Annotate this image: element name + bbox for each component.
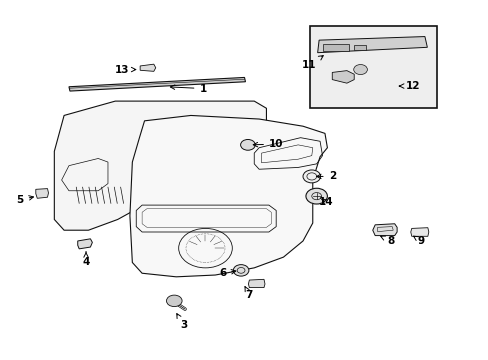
Polygon shape (69, 77, 245, 91)
Polygon shape (248, 279, 264, 288)
Polygon shape (54, 101, 266, 230)
Text: 6: 6 (219, 268, 235, 278)
FancyBboxPatch shape (310, 26, 436, 108)
Text: 4: 4 (82, 252, 89, 267)
Text: 12: 12 (399, 81, 419, 91)
Polygon shape (78, 239, 92, 249)
Text: 10: 10 (253, 139, 283, 149)
FancyBboxPatch shape (353, 45, 366, 50)
Text: 13: 13 (114, 64, 136, 75)
Text: 3: 3 (177, 314, 187, 330)
Text: 9: 9 (413, 236, 424, 246)
Text: 2: 2 (316, 171, 335, 181)
Text: 7: 7 (244, 287, 253, 300)
Text: 14: 14 (319, 197, 333, 207)
Text: 1: 1 (170, 84, 206, 94)
Polygon shape (317, 37, 427, 53)
Circle shape (305, 188, 327, 204)
Circle shape (233, 265, 248, 276)
Circle shape (166, 295, 182, 307)
Text: 8: 8 (380, 236, 394, 246)
Text: 11: 11 (302, 55, 323, 70)
Circle shape (240, 139, 255, 150)
Polygon shape (130, 116, 327, 277)
Polygon shape (36, 189, 48, 198)
Polygon shape (372, 224, 396, 235)
Polygon shape (410, 228, 428, 236)
Polygon shape (331, 71, 353, 83)
Text: 5: 5 (17, 195, 33, 205)
Circle shape (303, 170, 320, 183)
Polygon shape (140, 64, 156, 71)
Circle shape (353, 64, 366, 75)
FancyBboxPatch shape (322, 44, 348, 51)
